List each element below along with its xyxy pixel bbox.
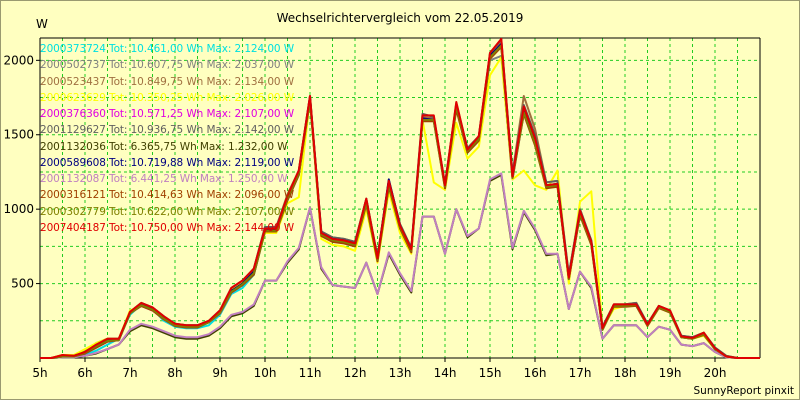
legend-entry: 2000302779 Tot: 10.622,00 Wh Max: 2.107,…: [40, 205, 294, 218]
y-axis-unit: W: [36, 17, 48, 31]
x-tick-label: 8h: [167, 366, 182, 380]
series-line: [40, 172, 760, 359]
x-tick-label: 13h: [389, 366, 412, 380]
y-tick-label: 1000: [3, 202, 34, 216]
x-tick-label: 6h: [77, 366, 92, 380]
legend-entry: 2001132087 Tot: 6.441,25 Wh Max: 1.250,0…: [40, 173, 288, 185]
chart-title: Wechselrichtervergleich vom 22.05.2019: [276, 11, 524, 25]
legend-entry: 2000623629 Tot: 10.350,25 Wh Max: 2.026,…: [40, 91, 294, 104]
y-tick-label: 1500: [3, 128, 34, 142]
x-tick-label: 9h: [212, 366, 227, 380]
legend-entry: 2001129627 Tot: 10.936,75 Wh Max: 2.142,…: [40, 124, 294, 137]
x-tick-label: 17h: [569, 366, 592, 380]
chart-credit: SunnyReport pinxit: [693, 385, 794, 397]
legend-entry: 2007404187 Tot: 10.750,00 Wh Max: 2.144,…: [40, 221, 294, 234]
legend-entry: 2000376360 Tot: 10.571,25 Wh Max: 2.107,…: [40, 108, 294, 120]
legend-entry: 2000502737 Tot: 10.607,75 Wh Max: 2.037,…: [40, 59, 294, 72]
x-tick-label: 15h: [479, 366, 502, 380]
x-tick-label: 16h: [524, 366, 547, 380]
legend-entry: 2001132036 Tot: 6.365,75 Wh Max: 1.232,0…: [40, 140, 288, 153]
x-tick-label: 5h: [32, 366, 47, 380]
x-tick-label: 18h: [614, 366, 637, 380]
x-tick-label: 20h: [704, 366, 727, 380]
legend-entry: 2000589608 Tot: 10.719,88 Wh Max: 2.119,…: [40, 156, 294, 169]
x-tick-label: 14h: [434, 366, 457, 380]
x-tick-label: 7h: [122, 366, 137, 380]
y-tick-label: 500: [11, 277, 34, 291]
x-tick-label: 12h: [344, 366, 367, 380]
x-tick-label: 19h: [659, 366, 682, 380]
series-line: [40, 37, 760, 359]
x-tick-label: 11h: [299, 366, 322, 380]
legend-entry: 2000373724 Tot: 10.461,00 Wh Max: 2.124,…: [40, 43, 294, 55]
chart-legend: 2000373724 Tot: 10.461,00 Wh Max: 2.124,…: [40, 41, 294, 236]
y-tick-label: 2000: [3, 53, 34, 67]
legend-entry: 2000523437 Tot: 10.849,75 Wh Max: 2.134,…: [40, 75, 294, 88]
x-tick-label: 10h: [254, 366, 277, 380]
legend-entry: 2000316121 Tot: 10.414,63 Wh Max: 2.096,…: [40, 189, 294, 202]
